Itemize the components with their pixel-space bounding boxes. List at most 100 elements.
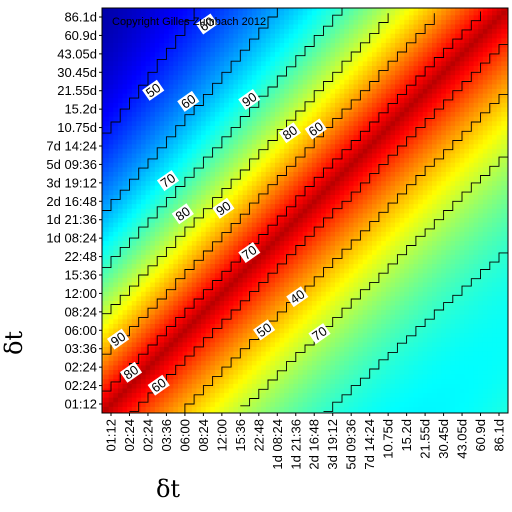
heat-cell bbox=[150, 189, 156, 195]
heat-cell bbox=[177, 148, 184, 154]
heat-cell bbox=[150, 212, 156, 219]
heat-cell bbox=[196, 166, 202, 172]
heat-cell bbox=[316, 56, 322, 62]
heat-cell bbox=[330, 378, 336, 384]
heat-cell bbox=[335, 235, 341, 242]
heat-cell bbox=[261, 120, 267, 126]
heat-cell bbox=[159, 208, 165, 214]
heat-cell bbox=[214, 240, 221, 246]
heat-cell bbox=[293, 180, 299, 186]
heat-cell bbox=[182, 397, 188, 403]
heat-cell bbox=[238, 28, 244, 34]
heat-cell bbox=[284, 14, 290, 20]
heat-cell bbox=[242, 79, 248, 85]
heat-cell bbox=[307, 387, 313, 394]
heat-cell bbox=[251, 341, 258, 348]
heat-cell bbox=[265, 46, 271, 53]
heat-cell bbox=[307, 171, 313, 177]
heat-cell bbox=[251, 295, 258, 301]
heat-cell bbox=[353, 162, 359, 168]
heat-cell bbox=[279, 88, 285, 94]
heat-cell bbox=[224, 360, 230, 366]
heat-cell bbox=[265, 364, 271, 371]
heat-cell bbox=[233, 143, 239, 149]
heat-cell bbox=[141, 222, 147, 228]
heat-cell bbox=[141, 245, 147, 251]
heat-cell bbox=[242, 231, 248, 237]
heat-cell bbox=[177, 157, 184, 163]
heat-cell bbox=[108, 162, 114, 168]
heat-cell bbox=[224, 148, 230, 154]
heat-cell bbox=[224, 83, 230, 90]
heat-cell bbox=[214, 185, 221, 191]
heat-cell bbox=[104, 258, 110, 265]
heat-cell bbox=[274, 111, 281, 117]
heat-cell bbox=[136, 346, 142, 352]
heat-cell bbox=[136, 304, 142, 311]
heat-cell bbox=[210, 304, 216, 311]
heat-cell bbox=[136, 351, 142, 357]
heat-cell bbox=[288, 37, 295, 43]
heat-cell bbox=[224, 185, 230, 191]
heat-cell bbox=[274, 304, 281, 311]
heat-cell bbox=[196, 355, 202, 361]
heat-cell bbox=[210, 314, 216, 320]
heat-cell bbox=[210, 162, 216, 168]
heat-cell bbox=[187, 65, 193, 71]
heat-cell bbox=[219, 148, 225, 154]
heat-cell bbox=[288, 277, 295, 283]
heat-cell bbox=[233, 332, 239, 338]
heat-cell bbox=[348, 166, 355, 172]
heat-cell bbox=[117, 401, 124, 407]
heat-cell bbox=[325, 208, 332, 214]
heat-cell bbox=[293, 332, 299, 338]
heat-cell bbox=[344, 327, 350, 334]
heat-cell bbox=[177, 272, 184, 278]
heat-cell bbox=[102, 28, 105, 34]
heat-cell bbox=[279, 240, 285, 246]
heat-cell bbox=[141, 139, 147, 145]
heat-cell bbox=[344, 351, 350, 357]
heat-cell bbox=[214, 295, 221, 301]
heat-cell bbox=[168, 102, 174, 108]
heat-cell bbox=[154, 291, 161, 297]
heat-cell bbox=[131, 69, 138, 76]
heat-cell bbox=[344, 166, 350, 172]
heat-cell bbox=[136, 295, 142, 301]
heat-cell bbox=[191, 240, 198, 246]
heat-cell bbox=[316, 157, 322, 163]
heat-cell bbox=[210, 323, 216, 329]
heat-cell bbox=[344, 51, 350, 57]
heat-cell bbox=[104, 245, 110, 251]
heat-cell bbox=[279, 203, 285, 209]
heat-cell bbox=[219, 327, 225, 334]
heat-cell bbox=[154, 106, 161, 113]
heat-cell bbox=[242, 162, 248, 168]
heat-cell bbox=[238, 245, 244, 251]
heat-cell bbox=[321, 8, 327, 11]
heat-cell bbox=[279, 304, 285, 311]
heat-cell bbox=[298, 175, 304, 182]
heat-cell bbox=[141, 406, 147, 412]
heat-cell bbox=[136, 10, 142, 16]
heat-cell bbox=[298, 23, 304, 30]
heat-cell bbox=[288, 157, 295, 163]
heat-cell bbox=[173, 8, 179, 11]
heat-cell bbox=[141, 346, 147, 352]
heat-cell bbox=[224, 231, 230, 237]
heat-cell bbox=[311, 392, 318, 398]
heat-cell bbox=[316, 194, 322, 200]
heat-cell bbox=[284, 268, 290, 274]
heat-cell bbox=[288, 263, 295, 269]
heat-cell bbox=[145, 212, 151, 219]
heat-cell bbox=[353, 69, 359, 76]
heat-cell bbox=[154, 235, 161, 242]
heat-cell bbox=[145, 410, 151, 413]
heat-cell bbox=[298, 364, 304, 371]
heat-cell bbox=[214, 198, 221, 205]
heat-cell bbox=[335, 143, 341, 149]
heat-cell bbox=[182, 304, 188, 311]
heat-cell bbox=[177, 129, 184, 136]
heat-cell bbox=[214, 93, 221, 99]
heat-cell bbox=[233, 360, 239, 366]
